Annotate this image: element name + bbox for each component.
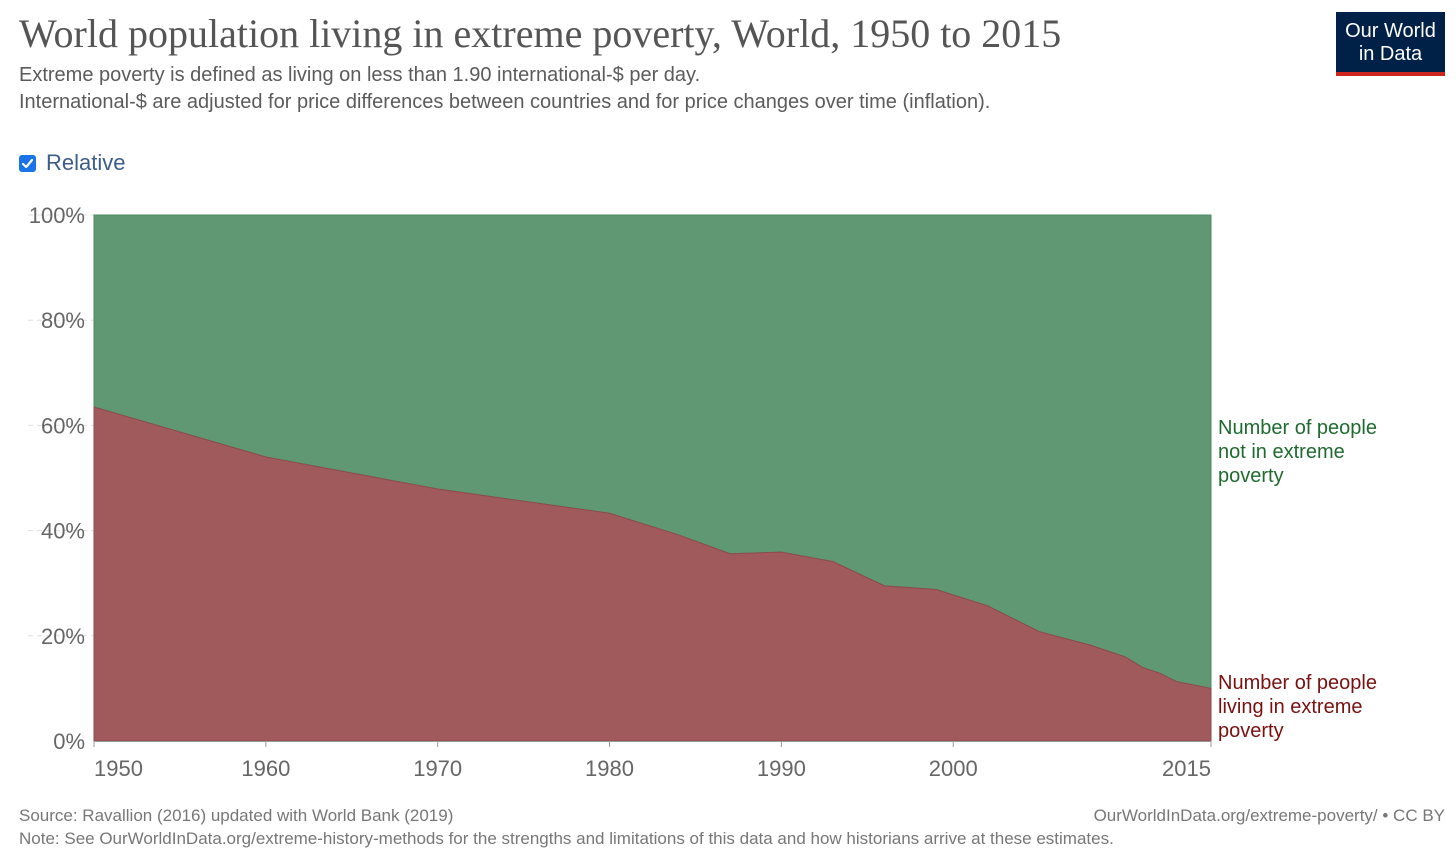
x-tick-label: 1960	[241, 756, 290, 781]
logo-line-2: in Data	[1358, 43, 1423, 65]
label-line: poverty	[1218, 465, 1284, 487]
label-line: Number of people	[1218, 672, 1377, 694]
y-tick-label: 60%	[41, 413, 85, 438]
label-line: Number of people	[1218, 417, 1377, 439]
checkbox-checked-icon[interactable]	[19, 154, 36, 172]
series-label-in-poverty: Number of people living in extreme pover…	[1218, 671, 1377, 743]
x-tick-label: 1980	[585, 756, 634, 781]
chart-title: World population living in extreme pover…	[19, 11, 1062, 56]
relative-toggle[interactable]: Relative	[19, 150, 125, 176]
chart-subtitle-definition: Extreme poverty is defined as living on …	[19, 64, 701, 86]
y-tick-label: 20%	[41, 624, 85, 649]
x-axis-ticks: 1950 1960 1970 1980 1990 2000 2015	[93, 741, 1212, 781]
x-tick-label: 2015	[1162, 756, 1211, 781]
y-tick-label: 80%	[41, 308, 85, 333]
footer-note: Note: See OurWorldInData.org/extreme-his…	[19, 829, 1114, 848]
y-axis-ticks: 0% 20% 40% 60% 80% 100%	[29, 203, 85, 754]
logo-line-1: Our World	[1345, 20, 1436, 42]
owid-logo[interactable]: Our World in Data	[1336, 12, 1445, 76]
label-line: living in extreme	[1218, 696, 1363, 718]
x-tick-label: 1950	[94, 756, 143, 781]
label-line: not in extreme	[1218, 441, 1345, 463]
y-tick-label: 0%	[53, 729, 85, 754]
area-living-in-extreme-poverty[interactable]	[93, 406, 1212, 742]
label-line: poverty	[1218, 720, 1284, 742]
x-tick-label: 1970	[413, 756, 462, 781]
y-tick-label: 40%	[41, 519, 85, 544]
series-label-not-in-poverty: Number of people not in extreme poverty	[1218, 416, 1377, 488]
footer-source: Source: Ravallion (2016) updated with Wo…	[19, 806, 454, 825]
footer-url-license[interactable]: OurWorldInData.org/extreme-poverty/ • CC…	[1093, 806, 1445, 825]
relative-toggle-label: Relative	[46, 150, 126, 175]
x-tick-label: 2000	[929, 756, 978, 781]
x-tick-label: 1990	[757, 756, 806, 781]
chart-subtitle-adjustment: International-$ are adjusted for price d…	[19, 91, 991, 113]
y-tick-label: 100%	[29, 203, 85, 228]
